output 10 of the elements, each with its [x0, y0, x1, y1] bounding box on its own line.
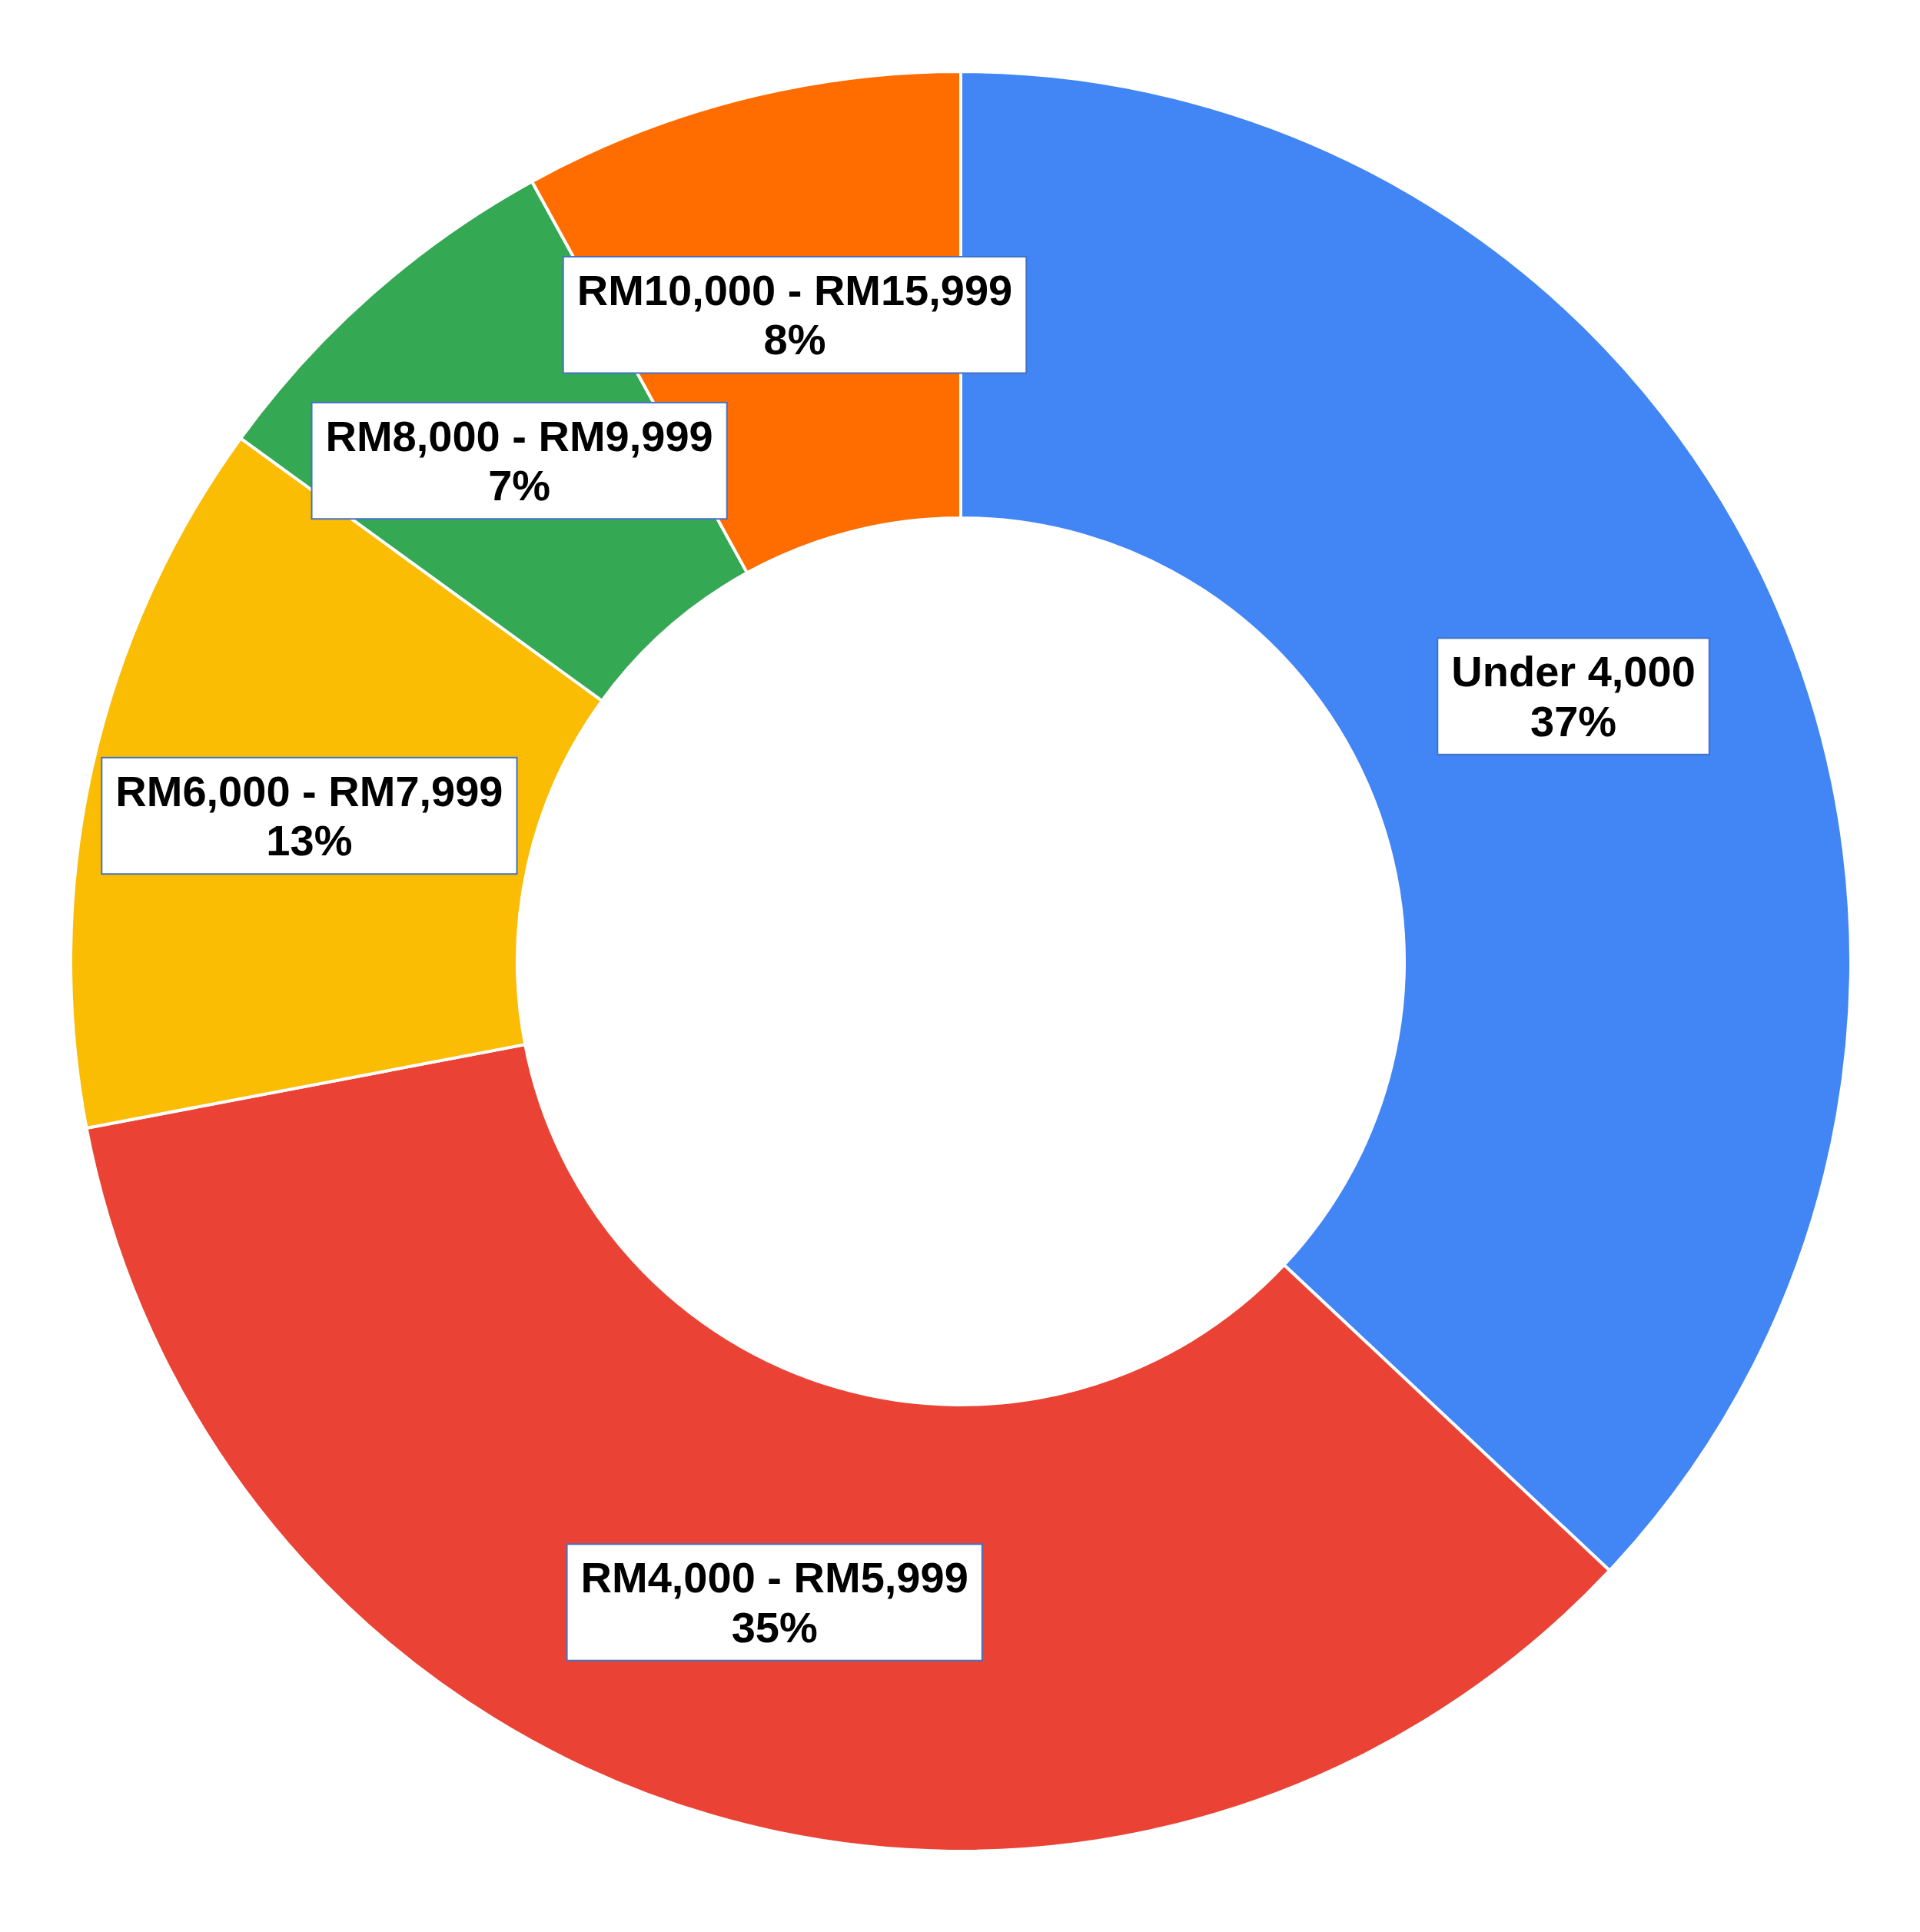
data-label: 8%	[763, 315, 826, 364]
slice-label: Under 4,000	[1451, 647, 1696, 696]
data-label: 7%	[488, 461, 551, 510]
slice-label: RM4,000 - RM5,999	[580, 1553, 968, 1602]
slice-label: RM6,000 - RM7,999	[115, 766, 503, 815]
data-label: 13%	[266, 816, 353, 865]
data-label: 35%	[731, 1602, 818, 1651]
data-label: 37%	[1530, 696, 1617, 745]
slice-label: RM8,000 - RM9,999	[325, 411, 713, 460]
slice-label: RM10,000 - RM15,999	[576, 266, 1013, 315]
